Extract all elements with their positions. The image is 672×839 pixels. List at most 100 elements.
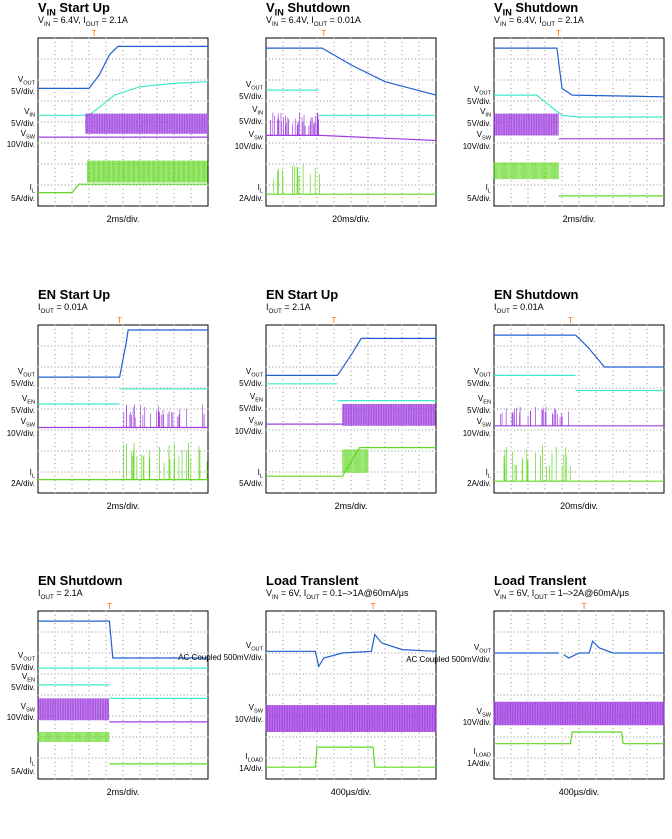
channel-name: VOUT [474,643,491,652]
channel-scale: 2A/div. [467,479,491,488]
channel-name: ILOAD [474,747,491,756]
channel-name: VSW [21,417,35,426]
scope-screen: T [38,38,208,206]
channel-label: VSW 10V/div. [7,130,35,150]
channel-scale: 5V/div. [239,117,263,126]
trigger-marker: T [117,316,122,325]
title-main: V [38,0,47,15]
channel-name: VOUT [246,80,263,89]
trigger-marker: T [371,602,376,611]
switching-burst [343,449,368,473]
panel-title: EN Start Up [38,287,110,302]
title-main: V [494,0,503,15]
channel-name: VOUT [474,367,491,376]
channel-name: VEN [478,394,491,403]
channel-scale: 5A/div. [11,767,35,776]
channel-name: VSW [249,703,263,712]
title-main: V [266,0,275,15]
channel-name: IL [486,468,491,477]
scope-screen: T [38,325,208,493]
channel-scale: 10V/div. [463,429,491,438]
channel-scale: 10V/div. [235,427,263,436]
channel-scale: AC Coupled 500mV/div. [406,655,491,664]
channel-name: VIN [24,107,35,116]
channel-name: VSW [21,702,35,711]
channel-name: VEN [22,672,35,681]
timebase-label: 2ms/div. [494,214,664,224]
panel-subtitle: VIN = 6V, IOUT = 0.1–>1A@60mA/μs [266,588,408,601]
title-rest: Start Up [56,0,110,15]
channel-name: IL [258,468,263,477]
channel-scale: AC Coupled 500mV/div. [178,653,263,662]
channel-name: VSW [477,707,491,716]
channel-scale: 5V/div. [11,119,35,128]
channel-scale: 5V/div. [11,406,35,415]
scope-screen: T [266,325,436,493]
channel-scale: 10V/div. [463,142,491,151]
switching-burst [494,702,664,726]
panel-title: Load Translent [266,573,358,588]
channel-name: VSW [249,130,263,139]
channel-label: VOUT 5V/div. [467,86,491,106]
channel-scale: 10V/div. [7,140,35,149]
trigger-marker: T [332,316,337,325]
panel-subtitle: VIN = 6V, IOUT = 1–>2A@60mA/μs [494,588,629,601]
panel-title: Load Translent [494,573,586,588]
channel-scale: 10V/div. [235,715,263,724]
title-rest: Shutdown [284,0,350,15]
trigger-marker: T [582,602,587,611]
channel-name: VIN [480,107,491,116]
panel-title: EN Start Up [266,287,338,302]
channel-label: VSW 10V/div. [235,704,263,724]
panel-subtitle: VIN = 6.4V, IOUT = 2.1A [38,15,128,28]
channel-name: IL [258,183,263,192]
channel-name: VSW [21,129,35,138]
channel-label: IL 2A/div. [467,469,491,489]
channel-label: VSW 10V/div. [463,418,491,438]
channel-name: IL [30,183,35,192]
channel-label: VSW 10V/div. [7,418,35,438]
channel-scale: 10V/div. [7,429,35,438]
channel-name: VSW [477,417,491,426]
scope-screen: T [38,611,208,779]
channel-scale: 5V/div. [467,119,491,128]
channel-scale: 1A/div. [467,759,491,768]
channel-label: VEN 5V/div. [467,395,491,415]
panel-subtitle: IOUT = 0.01A [494,302,544,315]
channel-scale: 5A/div. [239,479,263,488]
channel-name: IL [30,468,35,477]
scope-screen: T [266,38,436,206]
channel-name: VOUT [18,367,35,376]
channel-label: VIN 5V/div. [467,108,491,128]
panel-title: EN Shutdown [38,573,123,588]
channel-scale: 5V/div. [11,87,35,96]
channel-name: VOUT [474,85,491,94]
trigger-marker: T [556,29,561,38]
timebase-label: 20ms/div. [266,214,436,224]
trigger-marker: T [92,29,97,38]
timebase-label: 2ms/div. [38,501,208,511]
channel-scale: 5V/div. [467,406,491,415]
channel-scale: 5A/div. [467,194,491,203]
channel-scale: 5V/div. [467,97,491,106]
scope-screen: T [494,611,664,779]
